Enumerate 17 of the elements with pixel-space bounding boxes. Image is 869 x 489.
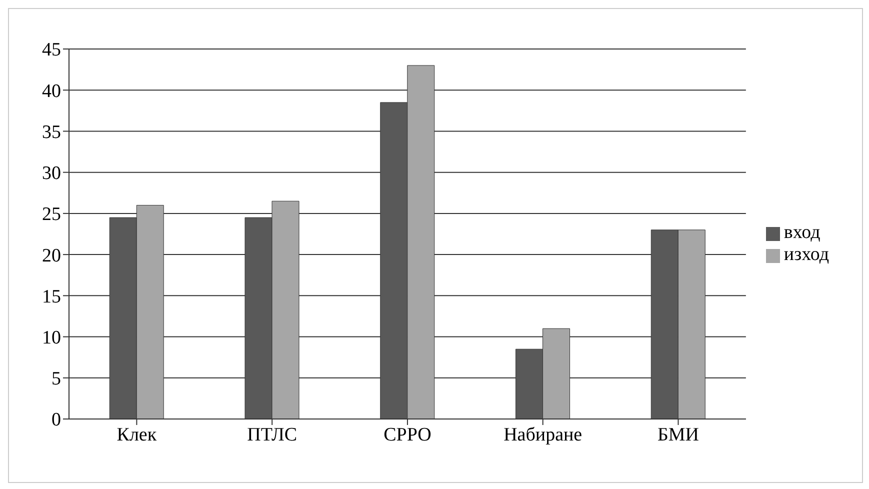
y-tick-label: 15 [42,286,61,308]
y-tick-label: 5 [52,368,61,390]
x-tick-label: Набиране [504,424,582,446]
x-tick-label: ПТЛС [247,424,298,446]
y-tick-label: 10 [42,328,61,349]
y-tick-label: 25 [42,204,61,226]
x-tick-label: СРРО [384,424,432,446]
legend-label: изход [784,244,829,265]
legend-label: вход [784,222,820,243]
x-tick-label: Клек [116,424,158,446]
y-tick-label: 20 [42,245,61,266]
y-tick-label: 0 [52,410,61,431]
y-tick-label: 40 [42,80,61,102]
x-tick-label: БМИ [657,424,700,446]
y-tick-label: 35 [42,122,61,143]
y-tick-label: 30 [42,163,61,184]
y-tick-label: 45 [42,40,61,61]
